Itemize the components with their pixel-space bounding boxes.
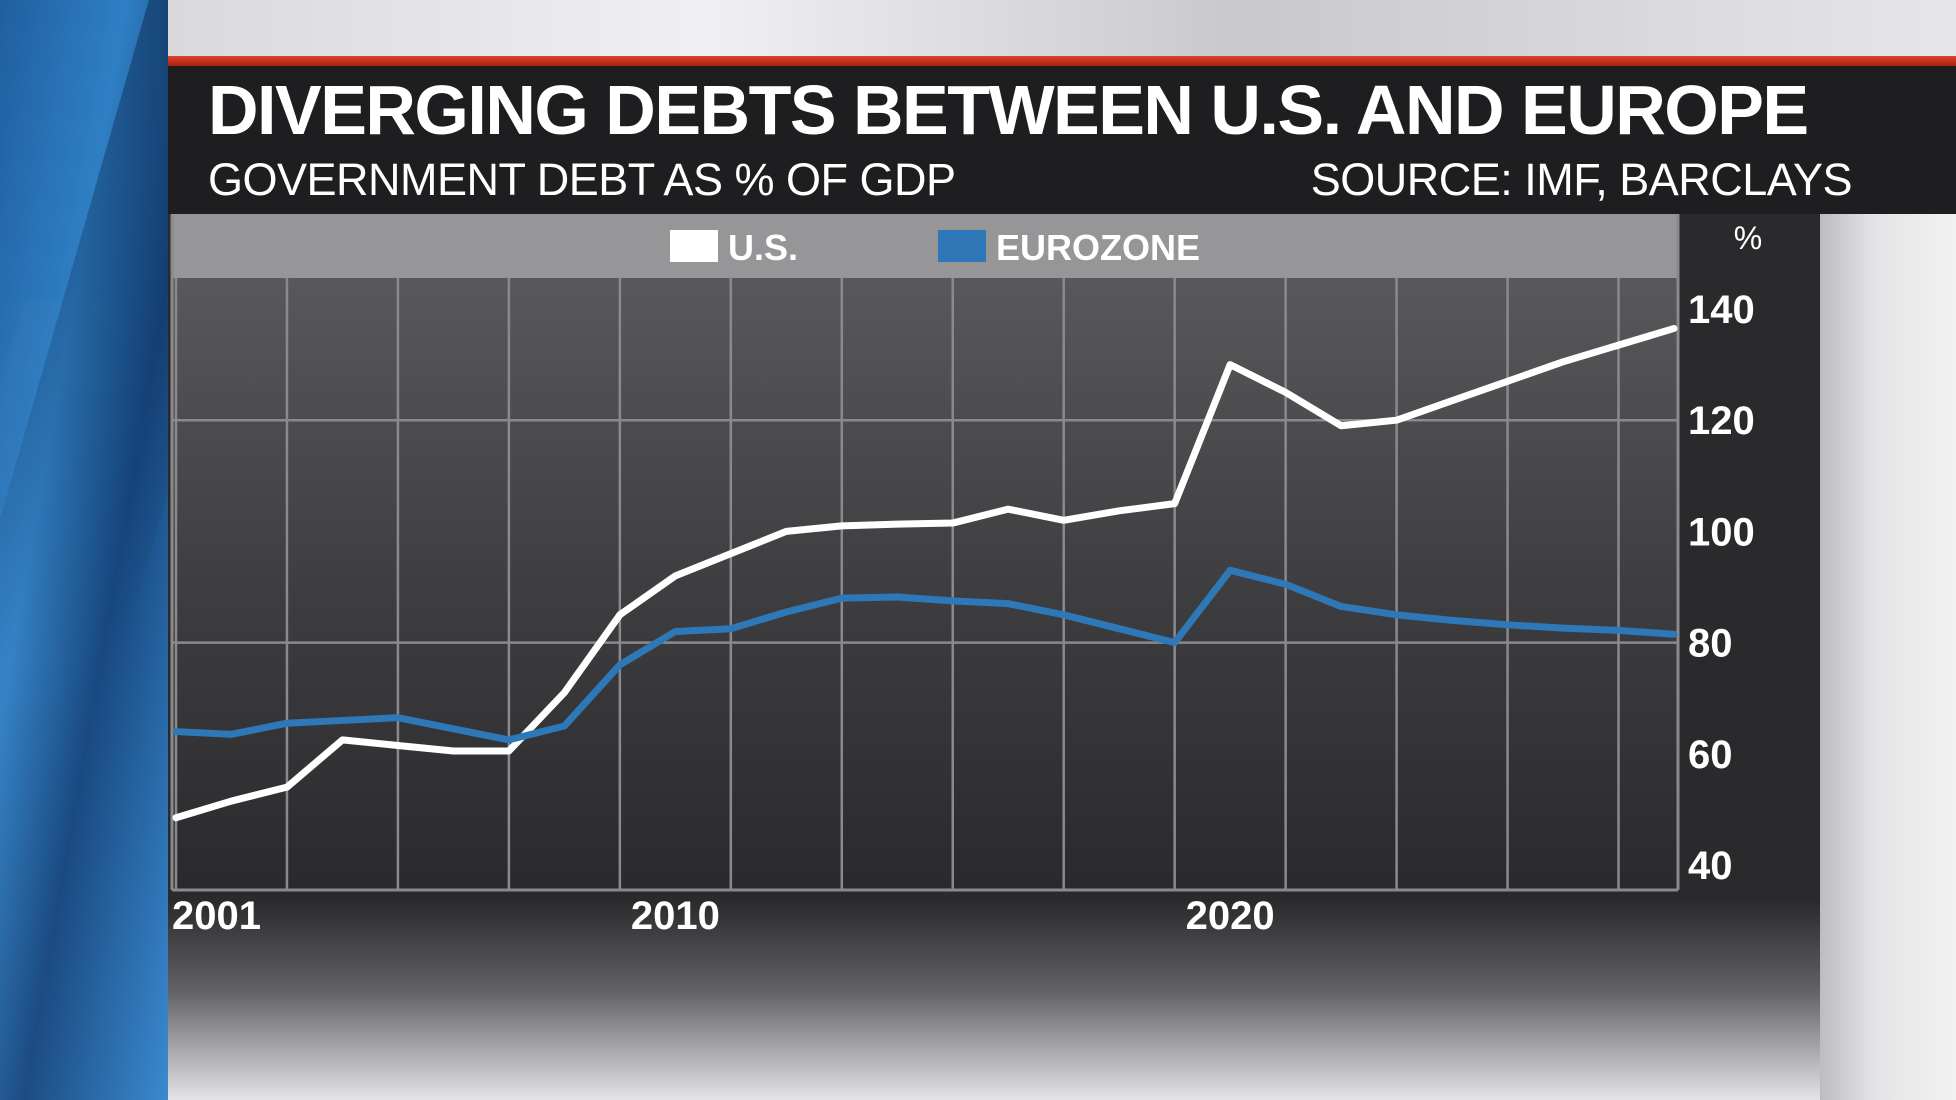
plot-area [172,214,1678,890]
legend-label-eurozone: EUROZONE [996,227,1200,268]
series-line-eurozone [172,566,1678,744]
left-decorative-panel [0,0,168,1100]
legend-band [172,214,1678,278]
source-label: SOURCE: IMF, BARCLAYS [1310,154,1853,205]
chart-title: DIVERGING DEBTS BETWEEN U.S. AND EUROPE [208,71,1809,149]
chart-subtitle: GOVERNMENT DEBT AS % OF GDP [208,154,956,205]
header-band: DIVERGING DEBTS BETWEEN U.S. AND EUROPE … [168,66,1956,214]
y-tick-label: 140 [1688,288,1755,332]
x-axis-ticks: 2001 2010 2020 [172,894,1275,938]
legend-swatch-us [670,230,718,262]
y-tick-label: 100 [1688,510,1755,554]
y-tick-label: 60 [1688,733,1733,777]
x-tick-label: 2010 [631,894,720,938]
series-group [172,324,1678,822]
y-tick-label: 120 [1688,399,1755,443]
y-axis-unit-label: % [1734,220,1762,256]
bottom-fade [168,900,1820,1100]
legend-swatch-eurozone [938,230,986,262]
series-line-us [172,324,1678,822]
y-tick-label: 40 [1688,844,1733,888]
red-accent-rule [168,56,1956,66]
x-tick-label: 2020 [1186,894,1275,938]
x-tick-label: 2001 [172,894,261,938]
y-axis-ticks: 40 60 80 100 120 140 [1688,288,1755,888]
y-tick-label: 80 [1688,622,1733,666]
top-strip [168,0,1956,56]
right-decorative-panel [1820,214,1956,1100]
legend-label-us: U.S. [728,227,798,268]
legend: U.S. EUROZONE [670,227,1200,268]
